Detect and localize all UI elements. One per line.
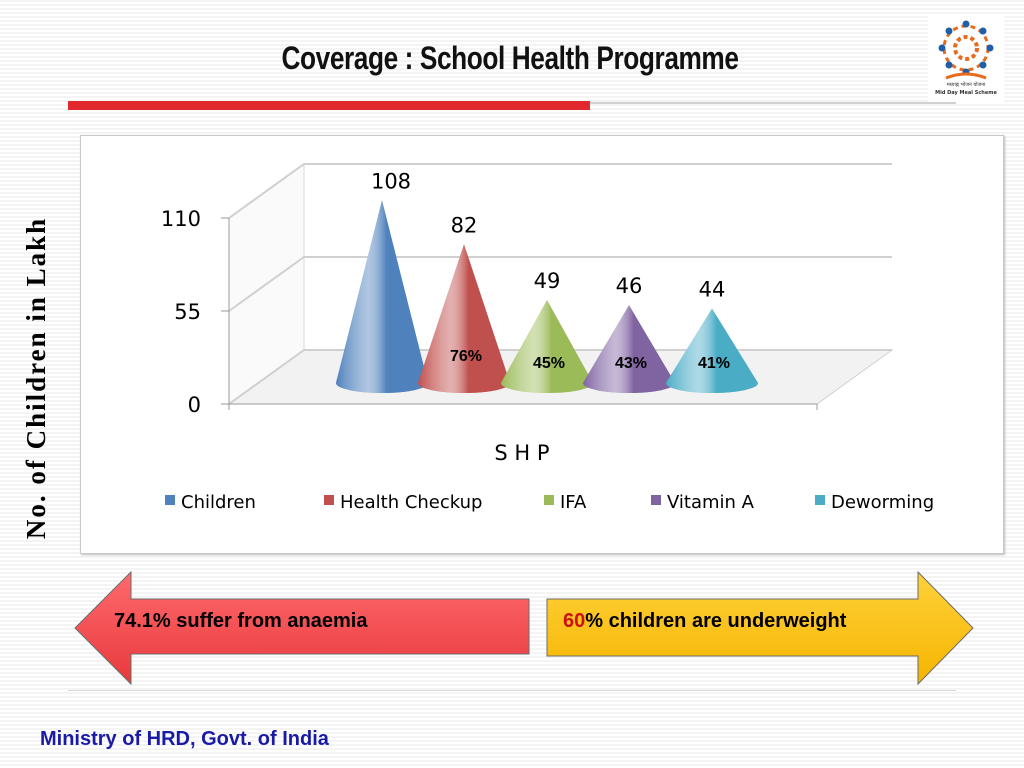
data-label-percent: 76% bbox=[450, 348, 482, 365]
cone-bar-ifa: 49 45% bbox=[501, 269, 593, 393]
logo-english-text: Mid Day Meal Scheme bbox=[935, 90, 997, 96]
title-underline-gray bbox=[590, 102, 956, 104]
legend-label: Children bbox=[181, 492, 256, 513]
legend-item-health-checkup: Health Checkup bbox=[324, 492, 482, 513]
logo-emblem-icon bbox=[938, 20, 994, 80]
cone-bar-health-checkup: 82 76% bbox=[418, 213, 510, 393]
underweight-label: % children are underweight bbox=[585, 610, 847, 632]
legend-label: Health Checkup bbox=[340, 492, 482, 513]
cone-bar-children: 108 bbox=[336, 169, 428, 393]
cone-bar-vitamin-a: 46 43% bbox=[583, 274, 675, 393]
data-label-value: 46 bbox=[616, 274, 643, 298]
data-label-percent: 43% bbox=[615, 355, 647, 372]
legend-item-ifa: IFA bbox=[544, 492, 587, 513]
gridline bbox=[228, 163, 892, 219]
data-label-value: 108 bbox=[371, 169, 411, 193]
data-label-value: 82 bbox=[451, 213, 478, 237]
gridline bbox=[228, 256, 892, 312]
legend-label: Vitamin A bbox=[667, 492, 755, 513]
logo-hindi-text: मध्याह्न भोजन योजना bbox=[946, 82, 986, 88]
legend-swatch bbox=[815, 495, 825, 505]
legend-item-vitamin-a: Vitamin A bbox=[651, 492, 755, 513]
legend-swatch bbox=[324, 495, 334, 505]
mid-day-meal-logo: मध्याह्न भोजन योजना Mid Day Meal Scheme bbox=[928, 16, 1004, 102]
underweight-arrow bbox=[546, 570, 974, 686]
legend-swatch bbox=[651, 495, 661, 505]
data-label-value: 49 bbox=[534, 269, 561, 293]
x-axis-title: S H P bbox=[494, 441, 549, 465]
legend-item-deworming: Deworming bbox=[815, 492, 934, 513]
anaemia-arrow bbox=[74, 570, 530, 686]
y-tick-label: 110 bbox=[161, 207, 201, 231]
footer-ministry: Ministry of HRD, Govt. of India bbox=[40, 728, 329, 750]
cone-shading bbox=[418, 244, 510, 393]
cone-shading bbox=[666, 308, 758, 393]
cone-shading bbox=[336, 200, 428, 393]
underweight-number: 60 bbox=[563, 610, 586, 632]
underweight-callout-text: 60% children are underweight bbox=[563, 610, 846, 633]
slide-title: Coverage : School Health Programme bbox=[281, 40, 739, 76]
cone-shading bbox=[501, 300, 593, 393]
legend-label: IFA bbox=[560, 492, 587, 513]
y-tick-label: 0 bbox=[188, 393, 201, 417]
data-label-percent: 45% bbox=[533, 355, 565, 372]
legend-swatch bbox=[544, 495, 554, 505]
legend-swatch bbox=[165, 495, 175, 505]
chart-area: 0 55 110 108 82 76% 49 45% 46 43% 44 41% S H P Childr… bbox=[80, 135, 1004, 554]
legend-item-children: Children bbox=[165, 492, 256, 513]
cone-bar-deworming: 44 41% bbox=[666, 278, 758, 393]
cone-bar-chart: 0 55 110 108 82 76% 49 45% 46 43% 44 41% S H P Childr… bbox=[161, 163, 934, 513]
cone-shading bbox=[583, 305, 675, 393]
data-label-percent: 41% bbox=[698, 355, 730, 372]
anaemia-callout-text: 74.1% suffer from anaemia bbox=[114, 610, 368, 632]
title-underline-red bbox=[68, 101, 590, 110]
legend-label: Deworming bbox=[831, 492, 934, 513]
footer-divider bbox=[68, 690, 956, 691]
data-label-value: 44 bbox=[699, 278, 726, 302]
y-tick-label: 55 bbox=[174, 300, 201, 324]
